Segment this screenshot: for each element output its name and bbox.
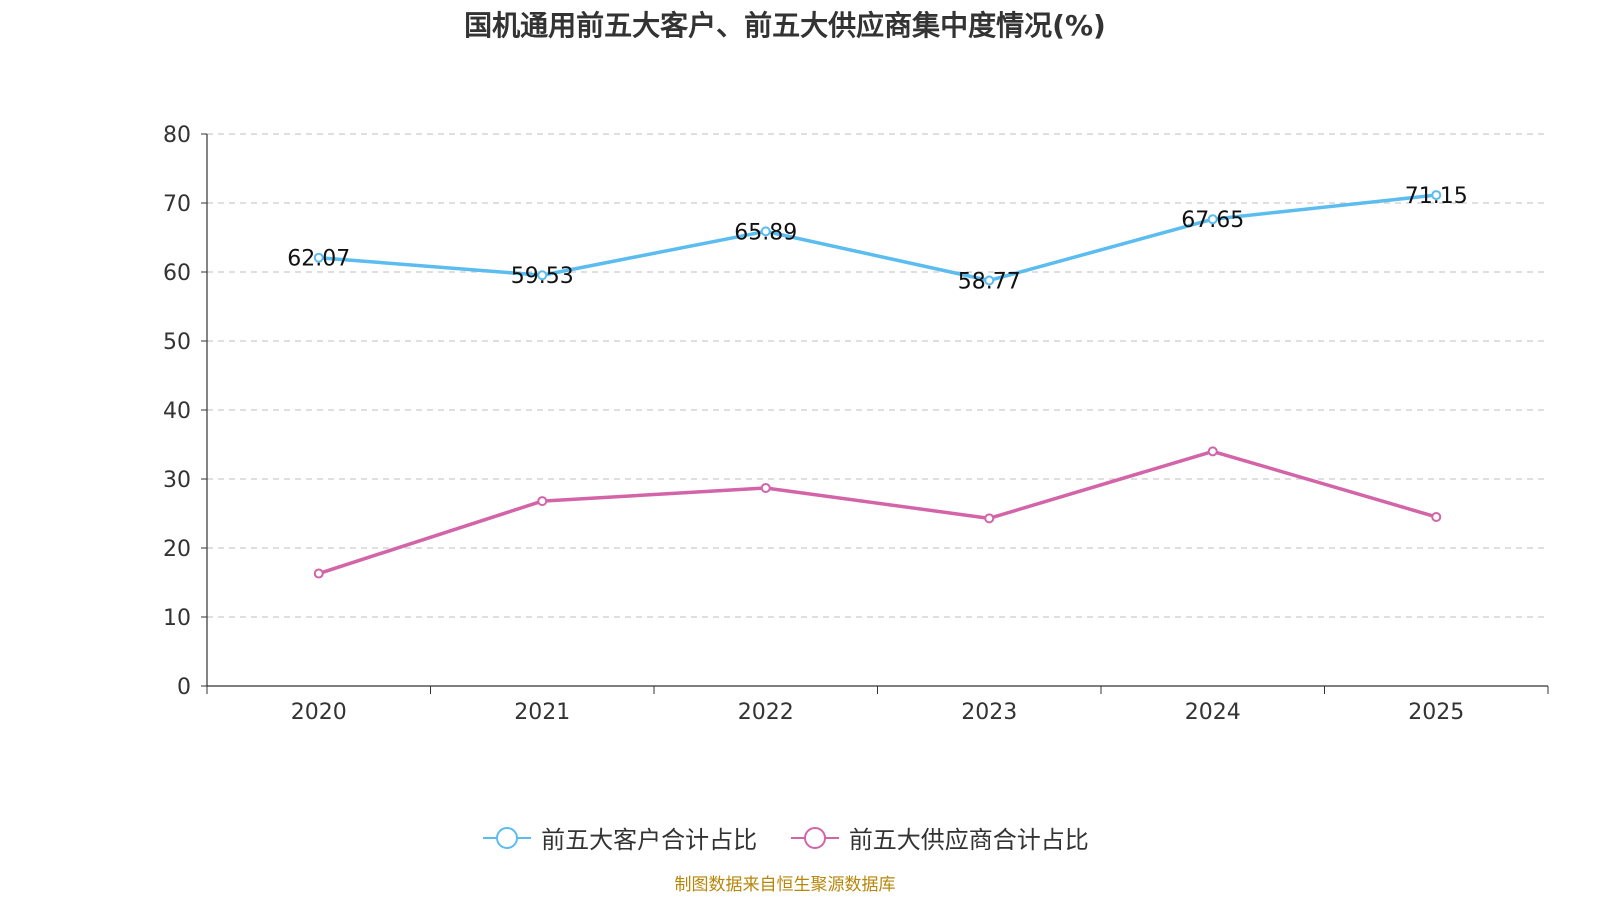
legend-marker-suppliers xyxy=(790,826,839,849)
data-point xyxy=(760,482,771,493)
y-tick-label: 80 xyxy=(163,123,191,148)
data-point xyxy=(984,513,995,524)
y-tick-label: 70 xyxy=(163,192,191,217)
x-tick-label: 2025 xyxy=(1408,700,1464,725)
data-label: 71.15 xyxy=(1405,184,1468,209)
data-point xyxy=(984,275,995,286)
data-point xyxy=(537,496,548,507)
legend-label-suppliers: 前五大供应商合计占比 xyxy=(848,826,1089,854)
data-label: 58.77 xyxy=(958,269,1021,294)
axes: 0 10 20 30 40 50 60 70 80 2020 2021 2022 2023 2024 202… xyxy=(163,123,1549,725)
legend-marker-customers xyxy=(483,826,532,849)
data-point xyxy=(537,270,548,281)
x-tick-label: 2022 xyxy=(738,700,794,725)
legend-label-customers: 前五大客户合计占比 xyxy=(541,826,758,854)
legend-item-suppliers[interactable]: 前五大供应商合计占比 xyxy=(789,820,1089,855)
series xyxy=(313,190,1442,579)
y-tick-label: 40 xyxy=(163,399,191,424)
y-tick-label: 30 xyxy=(163,468,191,493)
source-note: 制图数据来自恒生聚源数据库 xyxy=(674,875,896,895)
y-tick-label: 20 xyxy=(163,537,191,562)
line-chart: 0 10 20 30 40 50 60 70 80 2020 2021 2022 2023 2024 202… xyxy=(163,123,1549,725)
legend-item-customers[interactable]: 前五大客户合计占比 xyxy=(481,820,757,855)
data-label: 62.07 xyxy=(287,247,350,272)
y-tick-label: 0 xyxy=(177,675,191,700)
data-point xyxy=(1207,214,1218,225)
chart-title: 国机通用前五大客户、前五大供应商集中度情况(%) xyxy=(464,9,1106,42)
y-tick-label: 60 xyxy=(163,261,191,286)
x-tick-label: 2021 xyxy=(514,700,570,725)
series-line-0 xyxy=(318,193,1437,283)
data-labels: 62.07 59.53 65.89 58.77 67.65 71.15 xyxy=(287,184,1467,294)
data-label: 59.53 xyxy=(511,264,574,289)
y-tick-label: 10 xyxy=(163,606,191,631)
data-label: 67.65 xyxy=(1181,208,1244,233)
data-point xyxy=(1207,446,1218,457)
series-line-1 xyxy=(318,449,1437,576)
x-tick-label: 2020 xyxy=(291,700,347,725)
legend: 前五大客户合计占比 前五大供应商合计占比 xyxy=(0,820,1570,856)
data-point xyxy=(313,568,324,579)
data-point xyxy=(313,252,324,263)
x-tick-label: 2023 xyxy=(961,700,1017,725)
data-label: 65.89 xyxy=(734,220,797,245)
data-point xyxy=(1431,511,1442,522)
data-point xyxy=(1431,190,1442,201)
y-tick-label: 50 xyxy=(163,330,191,355)
data-point xyxy=(760,226,771,237)
grid-lines xyxy=(207,133,1548,618)
x-tick-label: 2024 xyxy=(1185,700,1241,725)
